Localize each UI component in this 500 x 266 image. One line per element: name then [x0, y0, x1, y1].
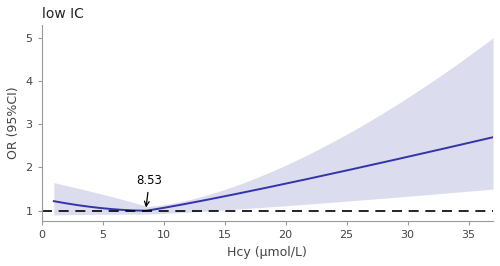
Y-axis label: OR (95%CI): OR (95%CI): [7, 87, 20, 160]
X-axis label: Hcy (μmol/L): Hcy (μmol/L): [228, 246, 308, 259]
Text: 8.53: 8.53: [136, 174, 162, 206]
Text: low IC: low IC: [42, 7, 84, 21]
